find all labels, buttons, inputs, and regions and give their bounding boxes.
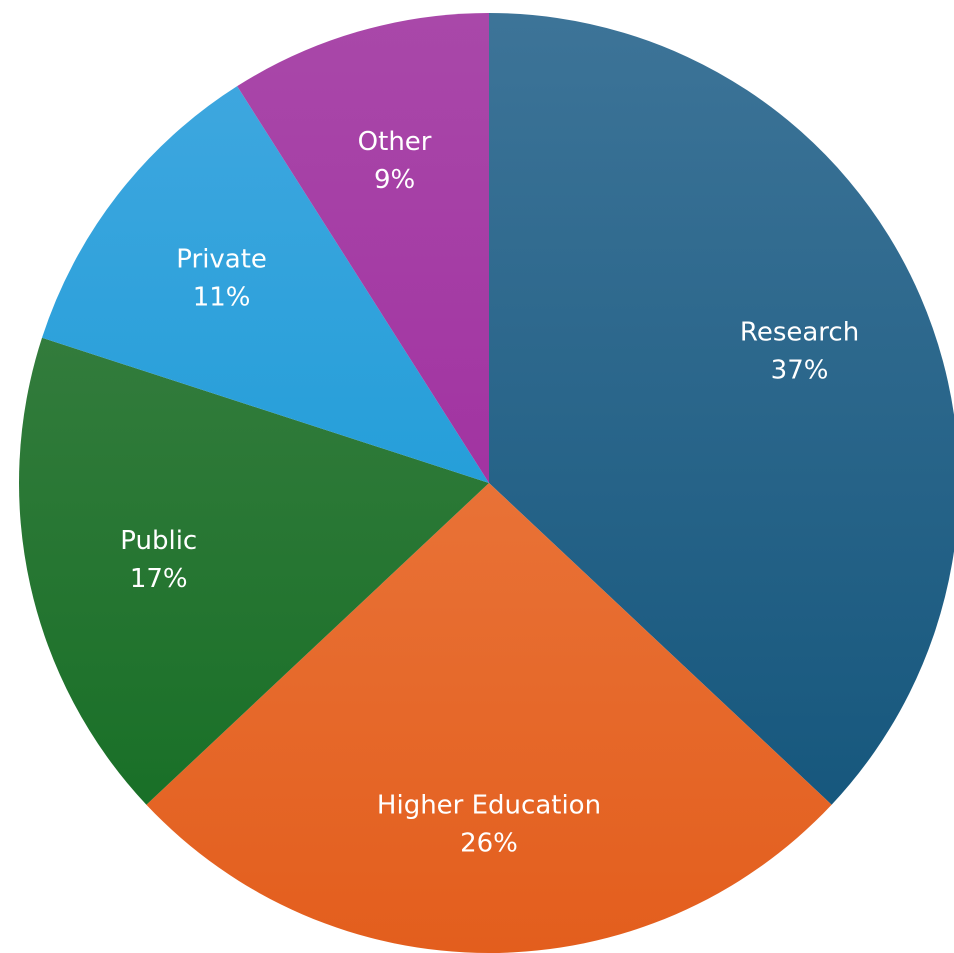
slice-value-public: 17%	[130, 564, 188, 594]
pie-slices	[18, 13, 954, 953]
slice-value-research: 37%	[771, 356, 829, 386]
slice-public	[18, 337, 490, 805]
slice-private	[42, 86, 489, 483]
slice-research	[489, 13, 954, 805]
slice-label-research: Research	[740, 318, 859, 348]
slice-label-private: Private	[176, 245, 267, 275]
pie-labels: Research 37% Higher Education 26% Public 17% P…	[120, 127, 859, 858]
slice-label-other: Other	[358, 127, 432, 157]
slice-label-higher-education: Higher Education	[377, 790, 601, 820]
slice-value-other: 9%	[374, 165, 415, 195]
slice-higher-education	[146, 483, 832, 953]
slice-value-private: 11%	[193, 283, 251, 313]
slice-other	[237, 13, 489, 483]
slice-value-higher-education: 26%	[460, 828, 518, 858]
slice-label-public: Public	[120, 526, 197, 556]
